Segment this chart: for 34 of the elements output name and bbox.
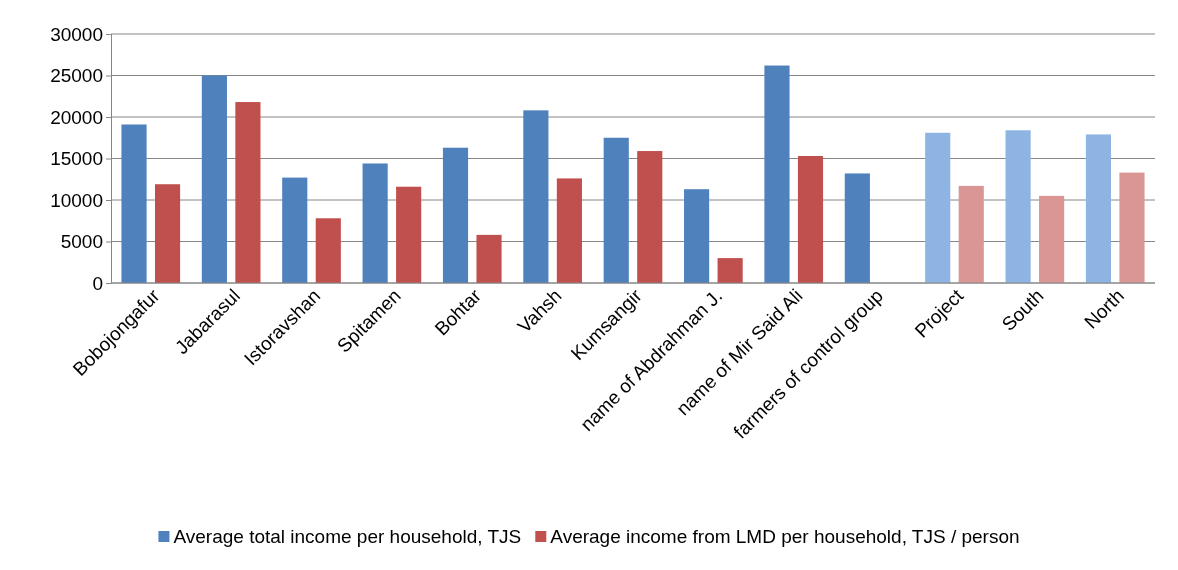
bar [958, 185, 984, 283]
bar [556, 178, 582, 283]
bar [844, 173, 870, 283]
bar [442, 147, 469, 283]
bar [315, 218, 341, 283]
y-tick-label: 25000 [50, 65, 103, 87]
bar [362, 163, 388, 283]
legend-label: Average income from LMD per household, TJS / person [550, 526, 1020, 547]
bar [1039, 195, 1065, 283]
bar [121, 124, 147, 283]
legend-label: Average total income per household, TJS [173, 526, 522, 547]
y-tick-label: 30000 [50, 23, 103, 45]
bar [154, 184, 181, 283]
bar [603, 137, 629, 283]
bar [1119, 172, 1145, 283]
y-tick-label: 20000 [50, 106, 103, 128]
y-tick-label: 15000 [50, 148, 103, 170]
bar [396, 186, 422, 283]
bar [637, 151, 663, 283]
bar [1085, 134, 1112, 283]
bar [717, 258, 743, 283]
bar [797, 156, 824, 283]
y-tick-label: 0 [92, 272, 103, 294]
bar [684, 189, 710, 283]
bar [925, 132, 951, 283]
bar [201, 75, 227, 283]
bar [523, 110, 549, 283]
bar [764, 65, 790, 283]
bar [282, 177, 308, 283]
bar [476, 234, 502, 283]
y-tick-label: 10000 [50, 189, 103, 211]
bar [235, 102, 261, 283]
bar [1005, 130, 1031, 283]
y-tick-label: 5000 [60, 231, 103, 253]
